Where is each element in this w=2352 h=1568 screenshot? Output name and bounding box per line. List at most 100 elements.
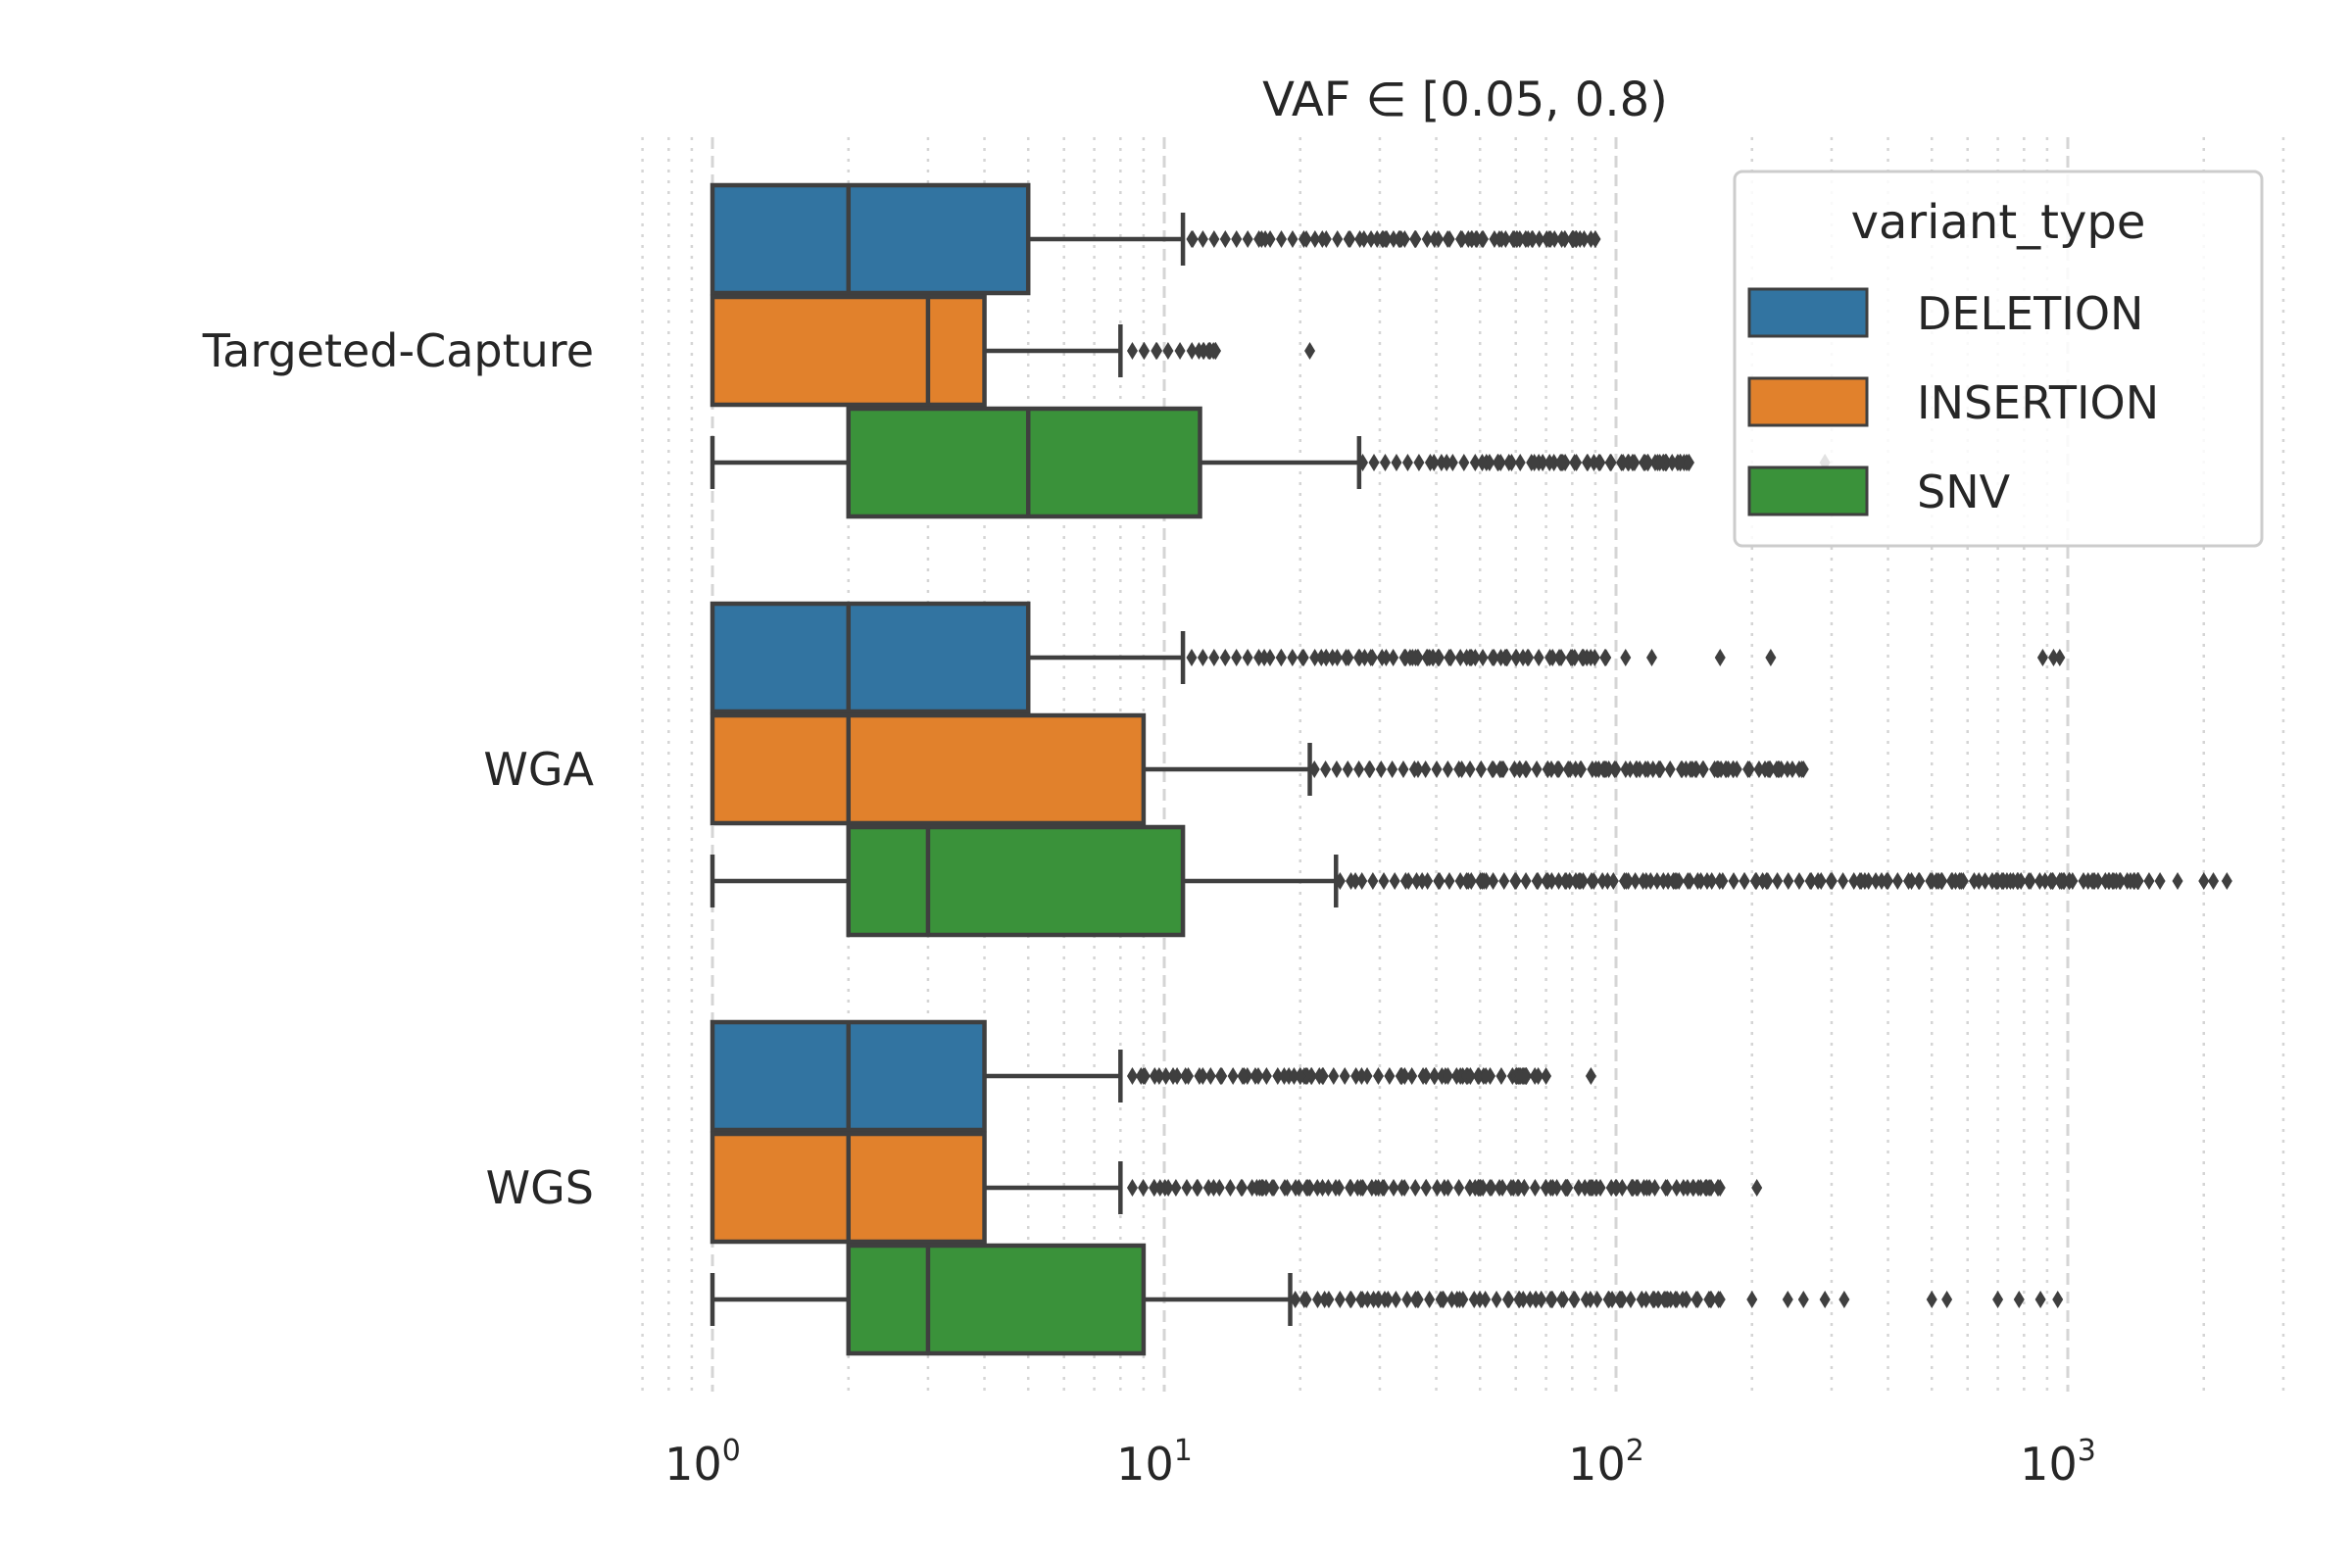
- outlier-point: [2172, 872, 2183, 890]
- outlier-point: [2025, 872, 2036, 890]
- outlier-point: [1782, 760, 1793, 778]
- outlier-point: [1577, 649, 1589, 666]
- outlier-point: [1371, 230, 1383, 248]
- outlier-point: [1456, 760, 1468, 778]
- outlier-point: [1358, 649, 1370, 666]
- outlier-point: [1352, 649, 1364, 666]
- outlier-point: [1713, 1291, 1725, 1308]
- outlier-point: [1353, 760, 1365, 778]
- outlier-point: [1356, 872, 1368, 890]
- outlier-point: [1402, 872, 1414, 890]
- outlier-point: [1863, 872, 1875, 890]
- y-axis-categories: Targeted-Capture WGA WGS: [202, 324, 595, 1214]
- outlier-point: [1357, 1179, 1369, 1197]
- outlier-point: [1461, 649, 1473, 666]
- outlier-point: [1674, 454, 1686, 471]
- outlier-point: [1152, 342, 1163, 360]
- outlier-point: [1358, 230, 1370, 248]
- outlier-point: [1316, 230, 1328, 248]
- outlier-point: [1544, 454, 1555, 471]
- outlier-point: [1523, 649, 1535, 666]
- outlier-point: [1654, 760, 1666, 778]
- outlier-point: [1546, 649, 1558, 666]
- outlier-point: [1412, 760, 1424, 778]
- outlier-point: [1345, 230, 1356, 248]
- outlier-point: [1355, 1291, 1367, 1308]
- outlier-point: [1949, 872, 1961, 890]
- outlier-point: [1397, 760, 1409, 778]
- outlier-point: [1610, 1179, 1622, 1197]
- outlier-point: [1453, 1291, 1465, 1308]
- outlier-point: [1671, 872, 1683, 890]
- outlier-point: [1442, 230, 1453, 248]
- outlier-point: [1661, 1179, 1673, 1197]
- outlier-point: [1666, 454, 1678, 471]
- outlier-point: [1484, 1179, 1495, 1197]
- outlier-point: [1728, 760, 1740, 778]
- outlier-point: [1300, 230, 1312, 248]
- outlier-point: [1617, 454, 1629, 471]
- outlier-point: [1355, 1067, 1367, 1085]
- outlier-point: [1328, 1067, 1340, 1085]
- outlier-point: [1334, 872, 1346, 890]
- outlier-point: [1316, 1179, 1328, 1197]
- outlier-point: [1545, 872, 1557, 890]
- outlier-point: [1854, 872, 1866, 890]
- outlier-point: [1379, 454, 1391, 471]
- outlier-point: [1520, 872, 1532, 890]
- outlier-point: [1295, 1067, 1306, 1085]
- outlier-point: [1751, 1179, 1763, 1197]
- outlier-point: [1258, 649, 1270, 666]
- outlier-point: [1701, 872, 1713, 890]
- outlier-point: [2143, 872, 2155, 890]
- outlier-point: [1275, 649, 1287, 666]
- chart-title: VAF ∈ [0.05, 0.8): [1262, 73, 1668, 127]
- outlier-point: [1126, 1067, 1138, 1085]
- outlier-point: [1566, 230, 1578, 248]
- outlier-point: [1973, 872, 1984, 890]
- outlier-point: [1388, 649, 1399, 666]
- outlier-point: [1647, 760, 1659, 778]
- outlier-point: [1276, 230, 1288, 248]
- outlier-point: [1527, 230, 1539, 248]
- outlier-point: [1601, 872, 1613, 890]
- outlier-point: [1638, 872, 1649, 890]
- outlier-point: [1197, 230, 1208, 248]
- outlier-point: [1373, 1179, 1385, 1197]
- x-tick-label: 102: [1568, 1434, 1644, 1491]
- outlier-point: [1495, 1067, 1507, 1085]
- outlier-point: [1712, 1179, 1724, 1197]
- outlier-point: [1428, 454, 1440, 471]
- outlier-point: [1936, 872, 1948, 890]
- legend-swatch: [1747, 287, 1869, 338]
- outlier-point: [1162, 342, 1174, 360]
- outlier-point: [1533, 1067, 1544, 1085]
- outlier-point: [1603, 760, 1615, 778]
- outlier-point: [1559, 230, 1571, 248]
- outlier-point: [1454, 872, 1466, 890]
- outlier-point: [1454, 649, 1466, 666]
- outlier-point: [1424, 1291, 1436, 1308]
- outlier-point: [1644, 872, 1656, 890]
- outlier-point: [1654, 454, 1666, 471]
- outlier-point: [1237, 1179, 1249, 1197]
- outlier-point: [1553, 872, 1565, 890]
- outlier-point: [1573, 1179, 1585, 1197]
- outlier-point: [1208, 230, 1220, 248]
- box-snv-2: [710, 1243, 2064, 1356]
- outlier-point: [1671, 1179, 1683, 1197]
- outlier-point: [1691, 872, 1703, 890]
- outlier-point: [2132, 872, 2144, 890]
- outlier-point: [1554, 454, 1566, 471]
- outlier-point: [1980, 872, 1991, 890]
- outlier-point: [1665, 1291, 1677, 1308]
- outlier-point: [1513, 1291, 1525, 1308]
- outlier-point: [1260, 1067, 1272, 1085]
- outlier-point: [1491, 1291, 1502, 1308]
- outlier-point: [1579, 1179, 1591, 1197]
- outlier-point: [1464, 1067, 1476, 1085]
- box-insertion-1: [710, 712, 1809, 826]
- outlier-point: [1560, 1179, 1572, 1197]
- outlier-point: [1796, 760, 1808, 778]
- outlier-point: [1304, 342, 1316, 360]
